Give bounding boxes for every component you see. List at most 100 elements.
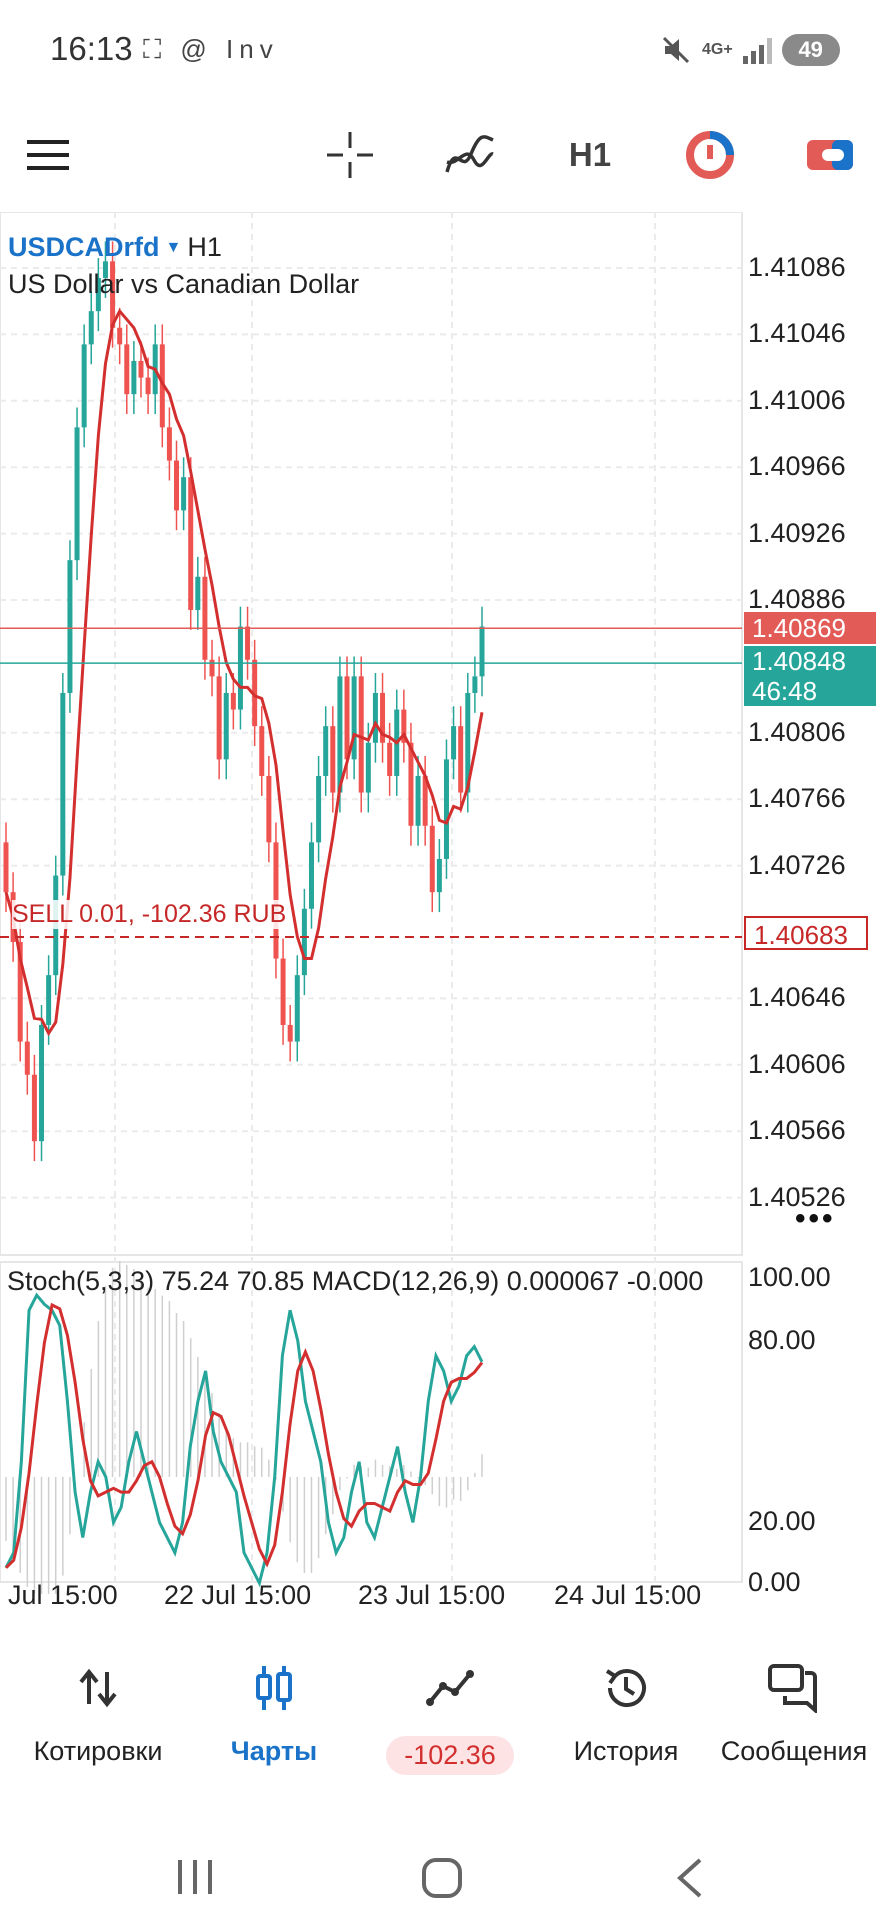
price-label: 1.40606 bbox=[748, 1048, 846, 1079]
more-icon[interactable]: ••• bbox=[795, 1202, 836, 1235]
candle-body bbox=[237, 626, 243, 710]
order-line-label[interactable]: SELL 0.01, -102.36 RUB bbox=[12, 900, 287, 929]
chart-toolbar: H1 bbox=[0, 100, 886, 210]
candle-body bbox=[458, 726, 464, 793]
symbol-timeframe: H1 bbox=[187, 232, 222, 262]
price-label: 1.40886 bbox=[748, 584, 846, 614]
candle-body bbox=[316, 775, 322, 843]
candle-body bbox=[209, 659, 215, 677]
trade-icon[interactable] bbox=[680, 120, 740, 190]
candle-body bbox=[330, 726, 336, 793]
chart-canvas[interactable] bbox=[0, 212, 886, 1594]
price-label: 1.40966 bbox=[748, 451, 846, 482]
candle-body bbox=[451, 726, 457, 760]
nav-trade[interactable]: -102.36 bbox=[362, 1658, 538, 1775]
candle-body bbox=[351, 676, 357, 760]
osc-label: 80.00 bbox=[748, 1324, 816, 1355]
timeframe-button[interactable]: H1 bbox=[568, 136, 612, 173]
quotes-icon bbox=[10, 1658, 186, 1718]
nav-quotes[interactable]: Котировки bbox=[10, 1658, 186, 1767]
candle-body bbox=[223, 692, 229, 760]
osc-label: 100.00 bbox=[748, 1262, 831, 1292]
battery-icon: 49 bbox=[781, 34, 840, 66]
history-icon bbox=[538, 1658, 714, 1718]
messages-icon bbox=[706, 1658, 882, 1718]
bar-countdown: 46:48 bbox=[752, 676, 818, 706]
price-label: 1.41046 bbox=[748, 318, 846, 349]
candle-body bbox=[287, 1024, 293, 1042]
symbol-selector[interactable]: USDCADrfd ▼ H1 bbox=[8, 232, 359, 263]
bottom-navigation: Котировки Чарты -102.36 История Сообщени… bbox=[0, 1640, 886, 1775]
candle-body bbox=[17, 941, 23, 1042]
date-label: Jul 15:00 bbox=[8, 1580, 118, 1610]
account-icon[interactable] bbox=[800, 120, 860, 190]
osc-plot-frame bbox=[0, 1261, 743, 1583]
crosshair-icon[interactable] bbox=[320, 120, 380, 190]
candle-body bbox=[323, 726, 329, 776]
price-label: 1.40526 bbox=[748, 1181, 846, 1212]
candle-body bbox=[230, 692, 236, 710]
nav-messages[interactable]: Сообщения bbox=[706, 1658, 882, 1767]
candle-body bbox=[3, 842, 9, 893]
indicator-label: Stoch(5,3,3) 75.24 70.85 MACD(12,26,9) 0… bbox=[7, 1266, 704, 1296]
indicators-icon[interactable] bbox=[440, 120, 500, 190]
candle-body bbox=[31, 1074, 37, 1142]
home-icon[interactable] bbox=[420, 1856, 464, 1900]
status-right: 4G+ 49 bbox=[660, 30, 840, 70]
charts-icon bbox=[186, 1658, 362, 1718]
candle-body bbox=[358, 676, 364, 793]
candle-body bbox=[202, 576, 208, 660]
candle-body bbox=[245, 626, 251, 660]
candle-body bbox=[145, 377, 151, 395]
candle-body bbox=[102, 261, 108, 278]
date-label: 23 Jul 15:00 bbox=[358, 1580, 506, 1610]
candle-body bbox=[365, 742, 371, 793]
candle-body bbox=[67, 560, 73, 693]
candle-body bbox=[188, 477, 194, 610]
price-label: 1.40926 bbox=[748, 517, 846, 548]
profit-loss-badge: -102.36 bbox=[386, 1736, 514, 1775]
bid-price-box: 1.40848 46:48 bbox=[744, 646, 876, 706]
candle-body bbox=[422, 775, 428, 826]
candle-body bbox=[280, 958, 286, 1025]
symbol-description: US Dollar vs Canadian Dollar bbox=[8, 269, 360, 299]
candle-body bbox=[39, 1024, 45, 1142]
menu-icon[interactable] bbox=[18, 120, 78, 190]
candle-body bbox=[401, 709, 407, 743]
candle-body bbox=[24, 1041, 30, 1075]
candle-body bbox=[88, 311, 94, 345]
candle-body bbox=[216, 676, 222, 760]
chart-header: USDCADrfd ▼ H1 US Dollar vs Canadian Dol… bbox=[8, 232, 359, 300]
price-label: 1.40646 bbox=[748, 982, 846, 1013]
candle-body bbox=[479, 626, 485, 677]
status-bar: 16:13 ⛶ @ Inv 4G+ 49 bbox=[0, 0, 886, 100]
osc-label: 20.00 bbox=[748, 1506, 816, 1537]
back-icon[interactable] bbox=[670, 1856, 710, 1900]
osc-label: 0.00 bbox=[748, 1567, 801, 1597]
price-label: 1.40726 bbox=[748, 849, 846, 880]
candle-body bbox=[387, 742, 393, 776]
candle-body bbox=[472, 676, 478, 693]
candle-body bbox=[74, 427, 80, 561]
mute-icon bbox=[662, 36, 690, 64]
candle-body bbox=[372, 692, 378, 743]
candle-body bbox=[138, 360, 144, 378]
candle-body bbox=[443, 759, 449, 859]
candle-body bbox=[131, 360, 137, 395]
date-label: 24 Jul 15:00 bbox=[554, 1580, 702, 1610]
recent-apps-icon[interactable] bbox=[170, 1858, 220, 1898]
system-navigation bbox=[0, 1820, 886, 1920]
trade-icon bbox=[362, 1658, 538, 1718]
symbol-name[interactable]: USDCADrfd bbox=[8, 232, 160, 262]
nav-charts[interactable]: Чарты bbox=[186, 1658, 362, 1767]
status-time: 16:13 bbox=[50, 30, 133, 67]
bid-price: 1.40848 bbox=[752, 646, 846, 676]
candle-body bbox=[166, 427, 172, 461]
nav-history[interactable]: История bbox=[538, 1658, 714, 1767]
candle-body bbox=[266, 775, 272, 843]
candle-body bbox=[308, 842, 314, 909]
candle-body bbox=[181, 477, 187, 511]
chevron-down-icon[interactable]: ▼ bbox=[165, 238, 182, 256]
price-label: 1.40766 bbox=[748, 783, 846, 814]
candle-body bbox=[252, 659, 258, 727]
